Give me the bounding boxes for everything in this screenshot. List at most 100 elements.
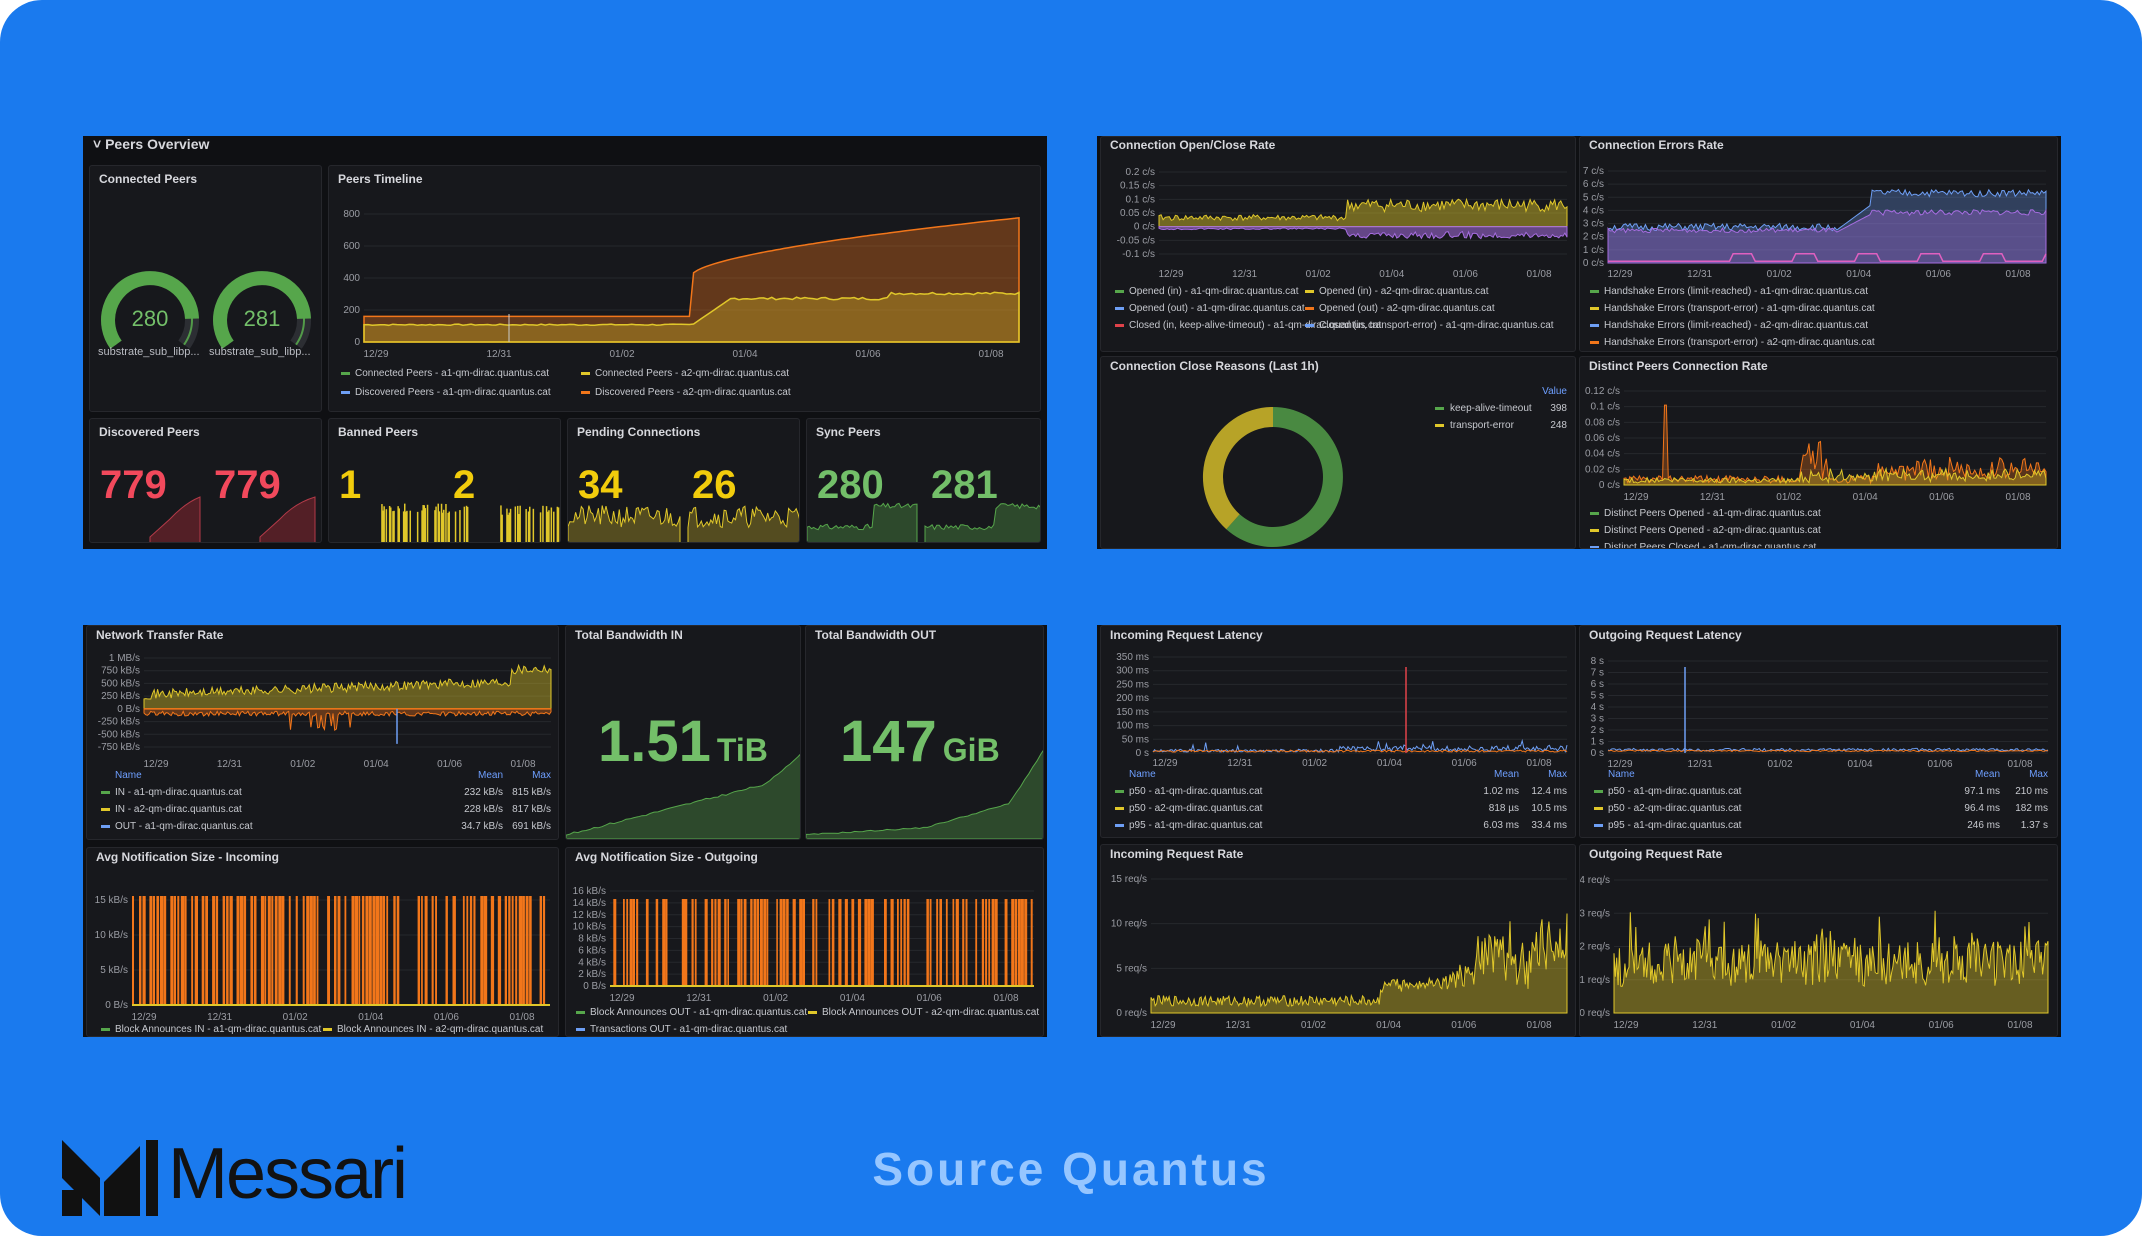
bar [139,896,142,1005]
y-tick-label: 600 [343,241,360,252]
row-max: 10.5 ms [1531,803,1567,814]
legend-swatch [1115,807,1124,810]
row-name: p50 - a2-qm-dirac.quantus.cat [1129,803,1263,814]
bar [900,899,903,986]
peers-dashboard: ˅ Peers Overview Connected Peers 280 281 … [83,136,1047,549]
spike [381,504,383,542]
x-tick-label: 01/04 [840,993,865,1004]
spike [547,511,549,542]
bar [170,896,174,1005]
x-tick-label: 01/02 [1306,269,1331,280]
col-header: Max [2029,769,2048,780]
gauge-label: substrate_sub_libp... [209,346,311,358]
discovered-peers-panel: Discovered Peers 779 779 [89,418,322,543]
x-tick-label: 12/31 [686,993,711,1004]
spike [392,511,394,542]
series-line [1152,738,1568,754]
legend-item: Connected Peers - a1-qm-dirac.quantus.ca… [355,368,549,379]
bandwidth-sparkline [806,750,1043,839]
spike [443,509,445,542]
panel-title: Sync Peers [816,425,881,439]
bar [812,899,815,986]
sparkline-area [149,496,201,542]
row-name: p95 - a1-qm-dirac.quantus.cat [1129,820,1263,831]
table-rows: p50 - a1-qm-dirac.quantus.cat p50 - a2-qm… [1594,786,1742,831]
spike [440,503,443,542]
bar [518,896,523,1005]
y-tick-label: 0.08 c/s [1585,417,1620,428]
legend-swatch [1435,407,1444,410]
errors-chart: 7 c/s 6 c/s 5 c/s 4 c/s 3 c/s 2 c/s 1 c/s 0 c/s… [1583,166,2047,348]
row-name: IN - a1-qm-dirac.quantus.cat [115,787,242,798]
legend-item: Handshake Errors (limit-reached) - a2-qm… [1604,320,1868,331]
legend: Handshake Errors (limit-reached) - a1-qm… [1590,286,1875,348]
y-tick-label: 10 req/s [1111,919,1147,930]
axis-group: 8 s7 s6 s5 s4 s3 s2 s1 s0 s12/29 12/31 01/… [1591,656,2048,770]
bar [939,899,942,986]
x-tick-label: 01/08 [1526,269,1551,280]
y-tick-label: 5 req/s [1116,963,1147,974]
stat-value: 1 [339,463,362,507]
legend: Block Announces IN - a1-qm-dirac.quantus… [101,1024,543,1035]
x-tick-label: 01/06 [1927,759,1952,770]
y-tick-label: 0.05 c/s [1120,208,1155,219]
x-tick-label: 01/02 [1776,492,1801,503]
sparkline-area [687,505,799,542]
row-header[interactable]: ˅ Peers Overview [93,136,209,153]
bar [1021,899,1024,986]
bar [511,896,514,1005]
legend-swatch [1590,324,1599,327]
spike [404,503,406,542]
bar [515,896,518,1005]
bar [525,896,529,1005]
bar [704,899,708,986]
legend-item: Opened (in) - a1-qm-dirac.quantus.cat [1129,286,1299,297]
bar [490,896,495,1005]
spike [445,504,447,542]
legend-swatch [1115,307,1124,310]
legend-item: Closed (in, keep-alive-timeout) - a1-qm-… [1129,320,1382,331]
bar [226,896,229,1005]
bar [156,896,159,1005]
legend-swatch [1305,290,1314,293]
x-tick-label: 01/08 [2007,1020,2032,1031]
bar [142,896,146,1005]
panel-title: Connection Open/Close Rate [1110,138,1276,152]
bar [396,896,400,1005]
chevron-down-icon[interactable]: ˅ [93,136,102,152]
panel-title: Connected Peers [99,172,198,186]
x-tick-label: 12/29 [131,1012,156,1023]
x-tick-label: 01/08 [2005,269,2030,280]
legend-item: Block Announces OUT - a1-qm-dirac.quantu… [590,1007,807,1018]
row-max: 691 kB/s [512,821,551,832]
spike [527,511,530,542]
x-tick-label: 01/08 [993,993,1018,1004]
series-area [363,216,1020,343]
y-tick-label: 0 req/s [1579,1008,1610,1019]
bar [645,899,649,986]
y-tick-label: 150 ms [1116,707,1149,718]
bar [351,896,355,1005]
banned-peers-panel: Banned Peers 1 2 [328,418,561,543]
stat-value: 147 GiB [840,709,1000,774]
stat-value: 1.51 TiB [598,709,768,774]
spike [388,505,391,542]
bar [236,896,240,1005]
bar [295,896,298,1005]
y-tick-label: 4 s [1591,702,1604,713]
stat-value: 779 [100,463,167,507]
legend-value: 248 [1550,420,1567,431]
bar-series [132,896,546,1005]
spike [517,505,519,542]
x-tick-label: 12/29 [1607,759,1632,770]
y-tick-label: 250 kB/s [101,691,140,702]
legend: Opened (in) - a1-qm-dirac.quantus.cat Ope… [1115,286,1554,331]
x-tick-label: 01/04 [1853,492,1878,503]
y-tick-label: 0 B/s [117,704,140,715]
bar [1014,899,1017,986]
bar [194,896,198,1005]
distinct-peers-panel: Distinct Peers Connection Rate 0.12 c/s 0… [1579,356,2058,549]
row-mean: 97.1 ms [1964,786,2000,797]
connected-peers-panel: Connected Peers 280 281 substrate_sub_lib… [89,165,322,412]
